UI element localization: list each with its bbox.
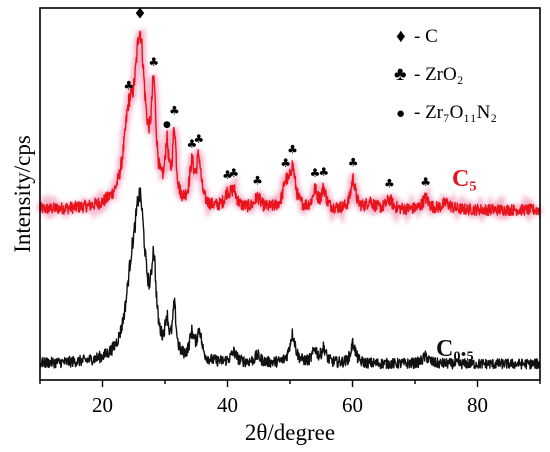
peak-marker-zro2: ♣ — [287, 143, 298, 157]
legend: ♦ - C ♣ - ZrO₂ ● - Zr₇O₁₁N₂ — [394, 26, 497, 123]
peak-marker-zr7o11n2: ● — [163, 120, 171, 130]
legend-marker-dot: ● — [396, 106, 405, 122]
plot-area: ♦♣♣●♣♣♣♣♣♣♣♣♣♣♣♣ ♣ — [36, 5, 543, 370]
legend-marker-club: ♣ — [394, 64, 406, 85]
x-axis-label: 2θ/degree — [245, 420, 335, 445]
series-line-c05 — [39, 187, 541, 370]
peak-marker-zro2: ♣ — [187, 137, 198, 151]
peak-marker-zro2: ♣ — [280, 156, 291, 170]
peak-marker-carbon: ♦ — [133, 5, 146, 23]
legend-label-carbon: - C — [414, 26, 438, 47]
x-tick-label: 60 — [342, 393, 363, 417]
peak-marker-zro2: ♣ — [123, 78, 134, 92]
peak-marker-zro2: ♣ — [310, 166, 321, 180]
series-label-c5: C₅ — [452, 166, 477, 192]
peak-marker-zro2: ♣ — [348, 156, 359, 170]
peak-marker-zro2: ♣ — [252, 174, 263, 188]
series-line-c5 — [39, 30, 541, 217]
peak-marker-zro2: ♣ — [384, 177, 395, 191]
x-tick-label: 40 — [217, 393, 238, 417]
peak-marker-zro2: ♣ — [318, 165, 329, 179]
legend-label-zro2: - ZrO₂ — [414, 64, 463, 85]
x-tick-label: 20 — [92, 393, 113, 417]
peak-marker-zro2: ♣ — [148, 55, 159, 69]
x-axis-ticks: 20 40 60 80 — [39, 380, 541, 417]
series-label-c05: C₀.₅ — [436, 336, 474, 362]
peak-marker-zro2: ♣ — [228, 166, 239, 180]
peak-marker-zro2: ♣ — [420, 175, 431, 189]
legend-label-zr7o11n2: - Zr₇O₁₁N₂ — [414, 102, 497, 123]
legend-marker-diamond: ♦ — [396, 26, 406, 47]
peak-marker-zro2: ♣ — [169, 104, 180, 118]
peak-marker-zro2: ♣ — [222, 168, 233, 182]
peak-marker-zro2: ♣ — [193, 132, 204, 146]
y-axis-label: Intensity/cps — [10, 135, 35, 253]
x-tick-label: 80 — [467, 393, 488, 417]
